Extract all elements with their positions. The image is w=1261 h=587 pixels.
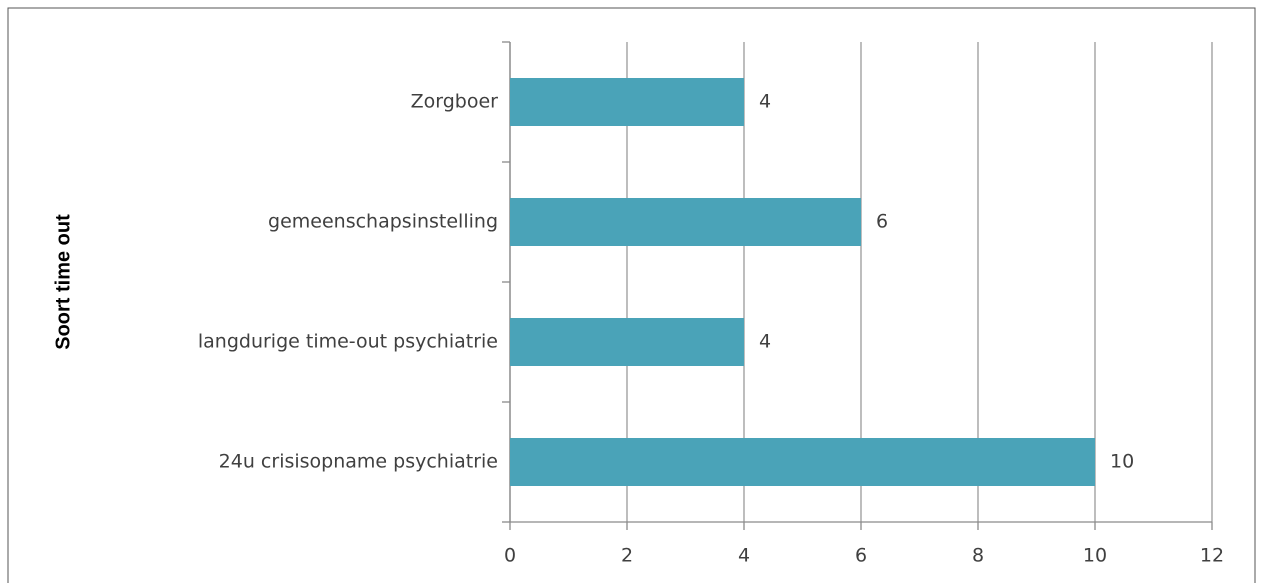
y-axis-title: Soort time out <box>52 214 74 350</box>
data-label: 4 <box>759 91 771 113</box>
x-tick-label: 8 <box>972 545 984 567</box>
data-label: 4 <box>759 331 771 353</box>
x-tick-label: 10 <box>1083 545 1107 567</box>
y-tick-label: Zorgboer <box>411 91 499 113</box>
y-tick-label: langdurige time-out psychiatrie <box>198 331 498 353</box>
bar <box>510 318 744 366</box>
y-tick-label: gemeenschapsinstelling <box>268 211 498 233</box>
data-label: 6 <box>876 211 888 233</box>
data-label: 10 <box>1110 451 1134 473</box>
x-tick-label: 6 <box>855 545 867 567</box>
bar <box>510 438 1095 486</box>
bar <box>510 198 861 246</box>
x-tick-label: 2 <box>621 545 633 567</box>
bar <box>510 78 744 126</box>
y-tick-label: 24u crisisopname psychiatrie <box>219 451 498 473</box>
x-tick-label: 12 <box>1200 545 1224 567</box>
x-tick-label: 0 <box>504 545 516 567</box>
x-tick-label: 4 <box>738 545 750 567</box>
chart-frame <box>7 7 1256 587</box>
